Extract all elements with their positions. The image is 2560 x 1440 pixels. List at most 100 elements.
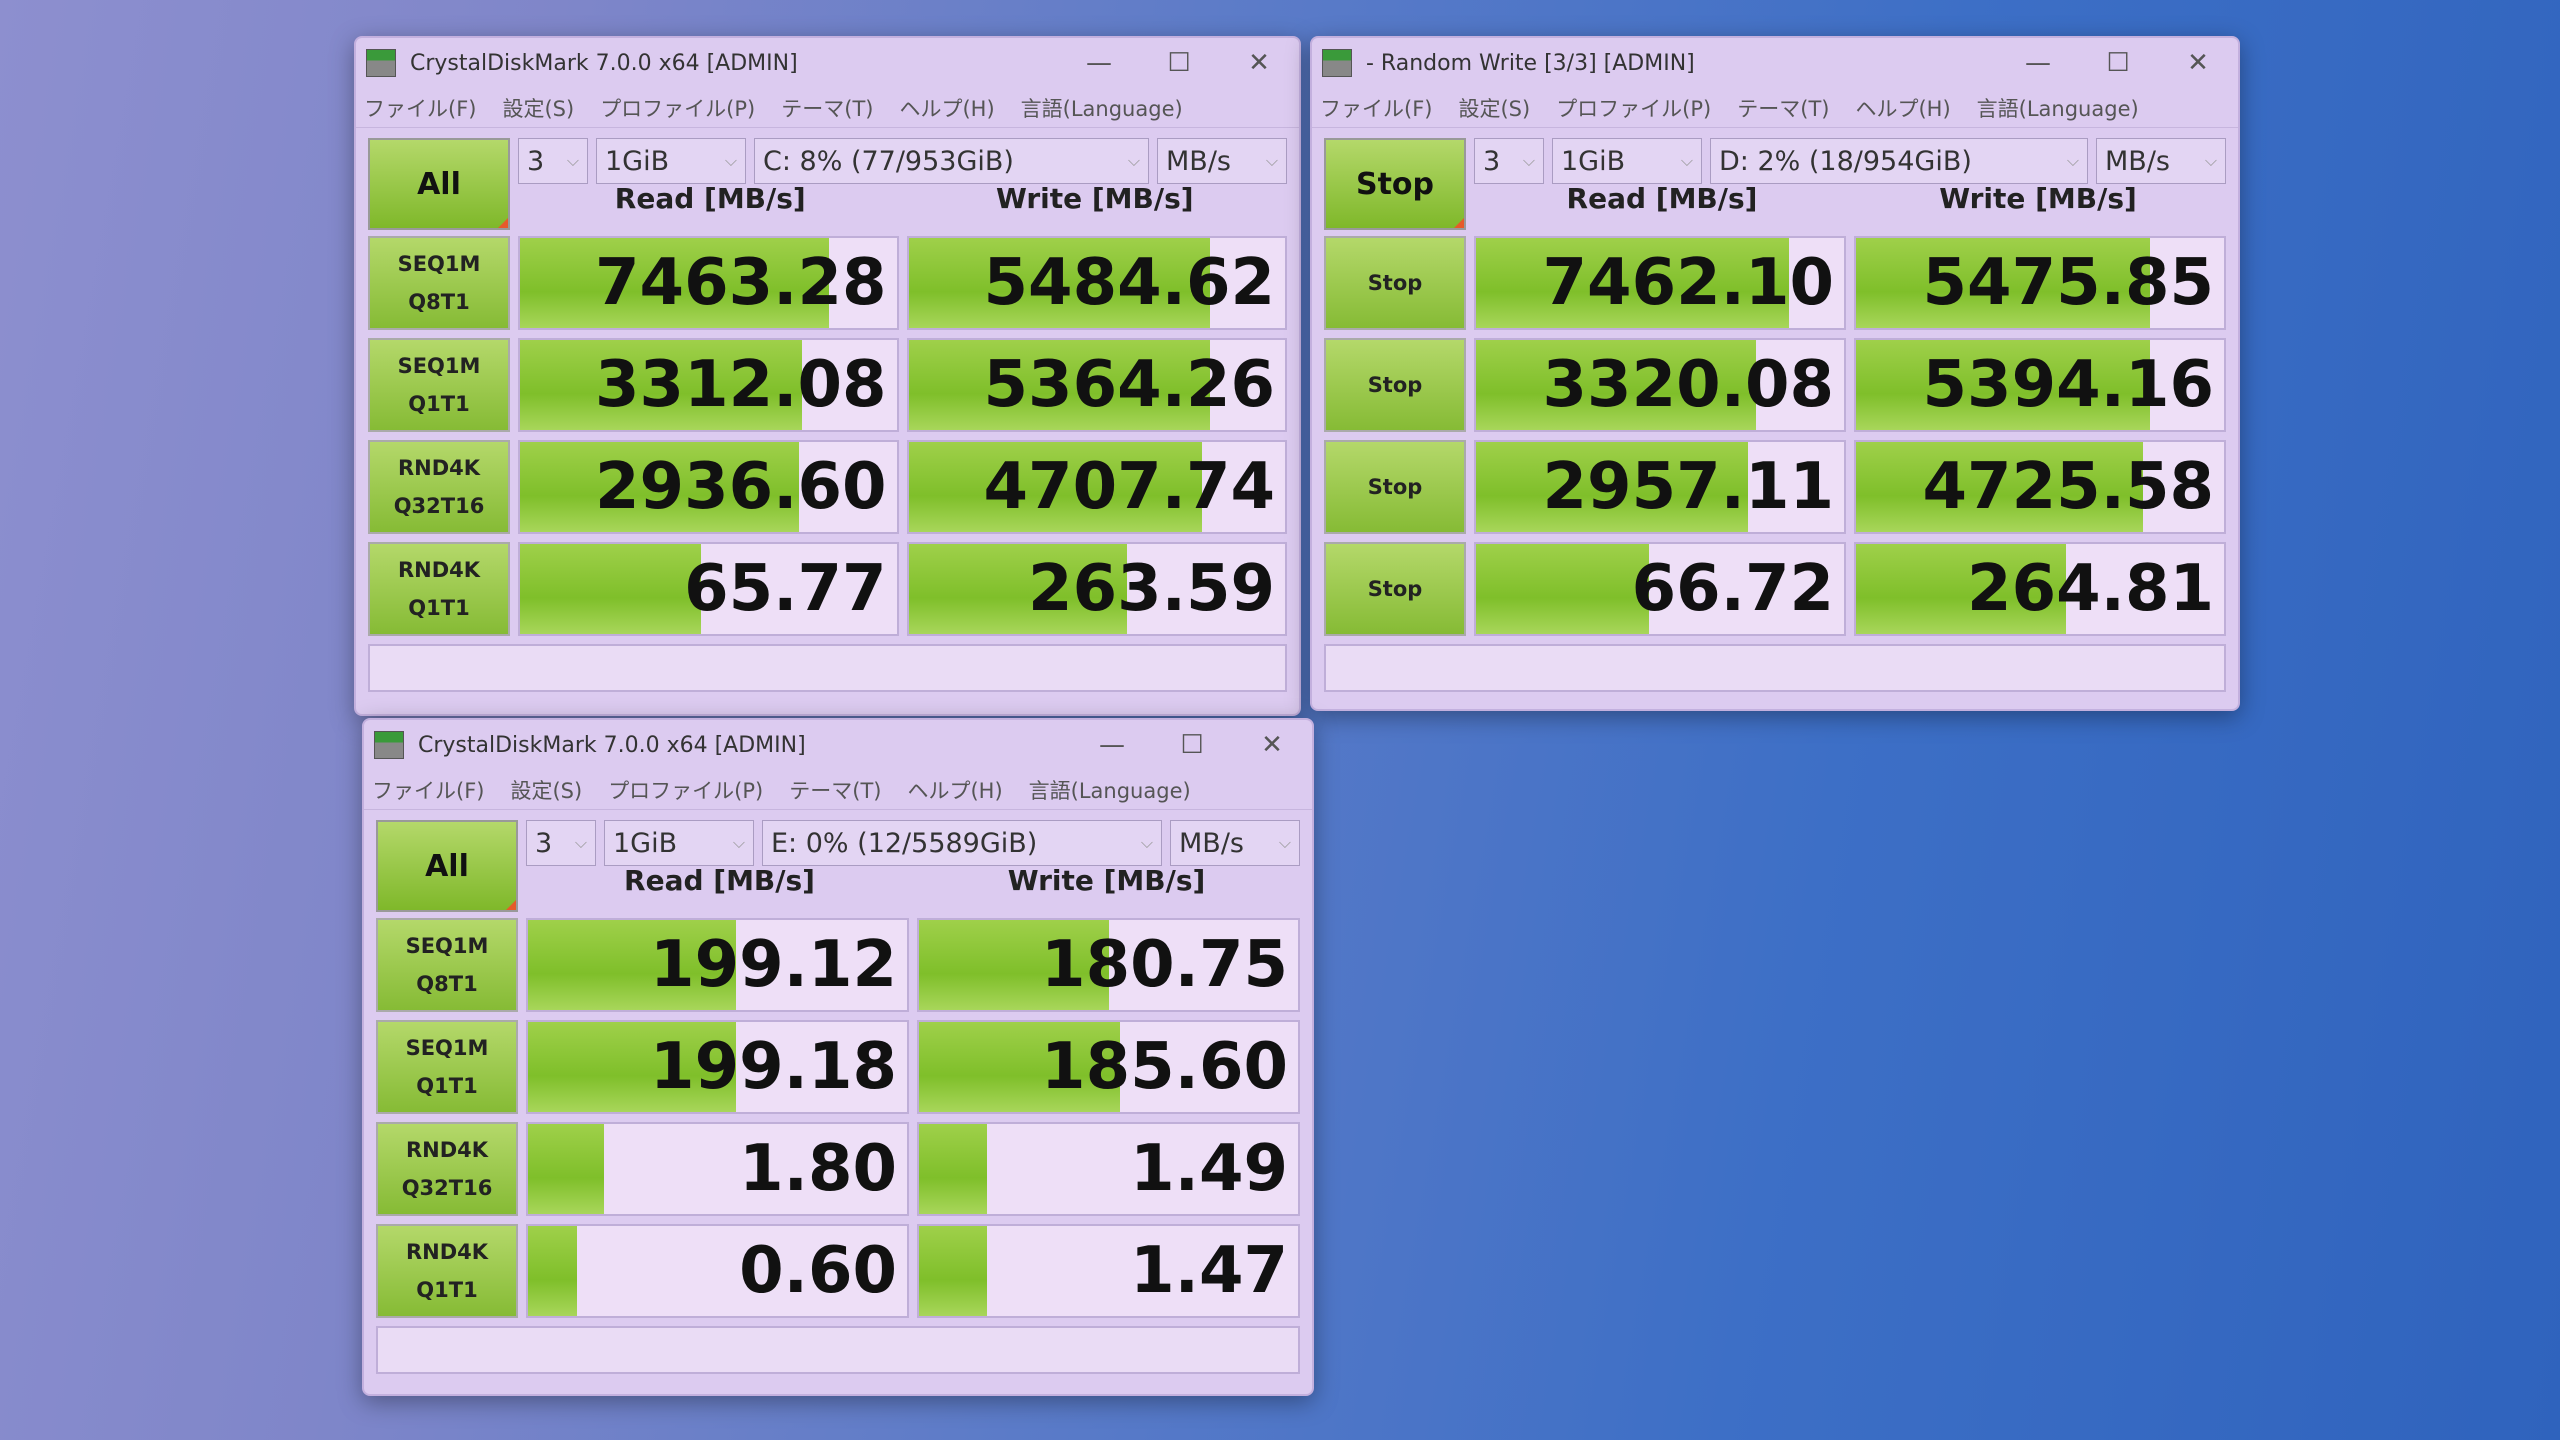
menu-item[interactable]: プロファイル(P) — [600, 96, 756, 121]
read-value: 65.77 — [684, 552, 887, 626]
minimize-button[interactable]: — — [1099, 730, 1125, 760]
comment-input[interactable] — [376, 1326, 1300, 1374]
menu-item[interactable]: 設定(S) — [510, 778, 583, 803]
write-result: 264.81 — [1854, 542, 2226, 636]
unit-select[interactable]: MB/s ⌵ — [1157, 138, 1287, 184]
write-header: Write [MB/s] — [1007, 864, 1206, 897]
chevron-down-icon: ⌵ — [1680, 151, 1693, 170]
all-button[interactable]: All — [368, 138, 510, 230]
count-select[interactable]: 3 ⌵ — [526, 820, 596, 866]
maximize-button[interactable]: ☐ — [1180, 730, 1204, 760]
read-header: Read [MB/s] — [614, 182, 806, 215]
read-value: 7463.28 — [595, 246, 887, 320]
write-bar — [919, 920, 1109, 1010]
menu-item[interactable]: テーマ(T) — [1737, 96, 1830, 121]
size-select[interactable]: 1GiB ⌵ — [1552, 138, 1702, 184]
menu-item[interactable]: 言語(Language) — [1028, 778, 1191, 803]
title-bar[interactable]: CrystalDiskMark 7.0.0 x64 [ADMIN] — ☐ ✕ — [364, 720, 1312, 770]
chevron-down-icon: ⌵ — [1278, 833, 1291, 852]
test-button[interactable]: RND4K Q32T16 — [376, 1122, 518, 1216]
test-button[interactable]: SEQ1M Q1T1 — [376, 1020, 518, 1114]
unit-select[interactable]: MB/s ⌵ — [1170, 820, 1300, 866]
menu-item[interactable]: ヘルプ(H) — [899, 96, 995, 121]
menu-item[interactable]: ファイル(F) — [372, 778, 485, 803]
close-button[interactable]: ✕ — [2187, 48, 2209, 78]
count-select[interactable]: 3 ⌵ — [1474, 138, 1544, 184]
cdm-window: CrystalDiskMark 7.0.0 x64 [ADMIN] — ☐ ✕ ファイル… — [354, 36, 1301, 716]
minimize-button[interactable]: — — [1086, 48, 1112, 78]
menu-item[interactable]: 言語(Language) — [1020, 96, 1183, 121]
write-value: 180.75 — [1041, 928, 1288, 1002]
test-button[interactable]: SEQ1M Q8T1 — [368, 236, 510, 330]
test-button[interactable]: SEQ1M Q1T1 — [368, 338, 510, 432]
write-header: Write [MB/s] — [995, 182, 1194, 215]
selectors: 3 ⌵ 1GiB ⌵ D: 2% (18/954GiB) ⌵ MB/s ⌵ — [1474, 138, 2226, 184]
menu-item[interactable]: ファイル(F) — [364, 96, 477, 121]
stop-test-button[interactable]: Stop — [1324, 338, 1466, 432]
menu-item[interactable]: プロファイル(P) — [1556, 96, 1712, 121]
minimize-button[interactable]: — — [2025, 48, 2051, 78]
drive-select[interactable]: D: 2% (18/954GiB) ⌵ — [1710, 138, 2088, 184]
read-bar — [520, 340, 803, 430]
read-bar — [528, 1022, 737, 1112]
test-button[interactable]: SEQ1M Q8T1 — [376, 918, 518, 1012]
title-bar[interactable]: - Random Write [3/3] [ADMIN] — ☐ ✕ — [1312, 38, 2238, 88]
test-label: RND4K — [405, 1240, 489, 1264]
menu-item[interactable]: テーマ(T) — [789, 778, 882, 803]
stop-button[interactable]: Stop — [1324, 138, 1466, 230]
size-select-value: 1GiB — [605, 145, 670, 177]
stop-test-button[interactable]: Stop — [1324, 440, 1466, 534]
menu-item[interactable]: ファイル(F) — [1320, 96, 1433, 121]
stop-test-button[interactable]: Stop — [1324, 542, 1466, 636]
size-select[interactable]: 1GiB ⌵ — [596, 138, 746, 184]
write-result: 180.75 — [917, 918, 1300, 1012]
close-button[interactable]: ✕ — [1261, 730, 1283, 760]
test-label: Stop — [1367, 577, 1423, 601]
read-value: 1.80 — [739, 1132, 897, 1206]
write-value: 5364.26 — [983, 348, 1276, 422]
menu-item[interactable]: 設定(S) — [1458, 96, 1531, 121]
read-value: 3320.08 — [1542, 348, 1835, 422]
read-bar — [520, 238, 829, 328]
menu-item[interactable]: テーマ(T) — [781, 96, 874, 121]
count-select[interactable]: 3 ⌵ — [518, 138, 588, 184]
test-label: Q8T1 — [408, 290, 470, 314]
test-button[interactable]: RND4K Q1T1 — [368, 542, 510, 636]
drive-select[interactable]: C: 8% (77/953GiB) ⌵ — [754, 138, 1149, 184]
menu-item[interactable]: ヘルプ(H) — [1855, 96, 1951, 121]
test-button[interactable]: RND4K Q32T16 — [368, 440, 510, 534]
read-bar — [520, 544, 701, 634]
test-label: Q1T1 — [408, 392, 470, 416]
comment-input[interactable] — [368, 644, 1287, 692]
maximize-button[interactable]: ☐ — [2106, 48, 2130, 78]
stop-test-button[interactable]: Stop — [1324, 236, 1466, 330]
read-value: 199.18 — [650, 1030, 897, 1104]
test-button[interactable]: RND4K Q1T1 — [376, 1224, 518, 1318]
unit-select[interactable]: MB/s ⌵ — [2096, 138, 2226, 184]
read-result: 65.77 — [518, 542, 899, 636]
menu-item[interactable]: 言語(Language) — [1976, 96, 2139, 121]
menu-item[interactable]: 設定(S) — [502, 96, 575, 121]
chevron-down-icon: ⌵ — [566, 151, 579, 170]
test-label: SEQ1M — [397, 354, 481, 378]
write-value: 1.49 — [1130, 1132, 1288, 1206]
write-bar — [919, 1226, 988, 1316]
result-row: SEQ1M Q8T1 7463.28 5484.62 — [368, 236, 1287, 330]
write-value: 4725.58 — [1922, 450, 2215, 524]
write-bar — [908, 238, 1210, 328]
read-bar — [1476, 442, 1749, 532]
size-select[interactable]: 1GiB ⌵ — [604, 820, 754, 866]
comment-input[interactable] — [1324, 644, 2226, 692]
write-result: 5484.62 — [906, 236, 1287, 330]
menu-item[interactable]: ヘルプ(H) — [907, 778, 1003, 803]
menu-item[interactable]: プロファイル(P) — [608, 778, 764, 803]
title-bar[interactable]: CrystalDiskMark 7.0.0 x64 [ADMIN] — ☐ ✕ — [356, 38, 1299, 88]
close-button[interactable]: ✕ — [1248, 48, 1270, 78]
read-result: 0.60 — [526, 1224, 909, 1318]
all-button[interactable]: All — [376, 820, 518, 912]
drive-select[interactable]: E: 0% (12/5589GiB) ⌵ — [762, 820, 1162, 866]
write-value: 5394.16 — [1922, 348, 2215, 422]
maximize-button[interactable]: ☐ — [1167, 48, 1191, 78]
read-bar — [1476, 340, 1756, 430]
read-bar — [528, 920, 737, 1010]
